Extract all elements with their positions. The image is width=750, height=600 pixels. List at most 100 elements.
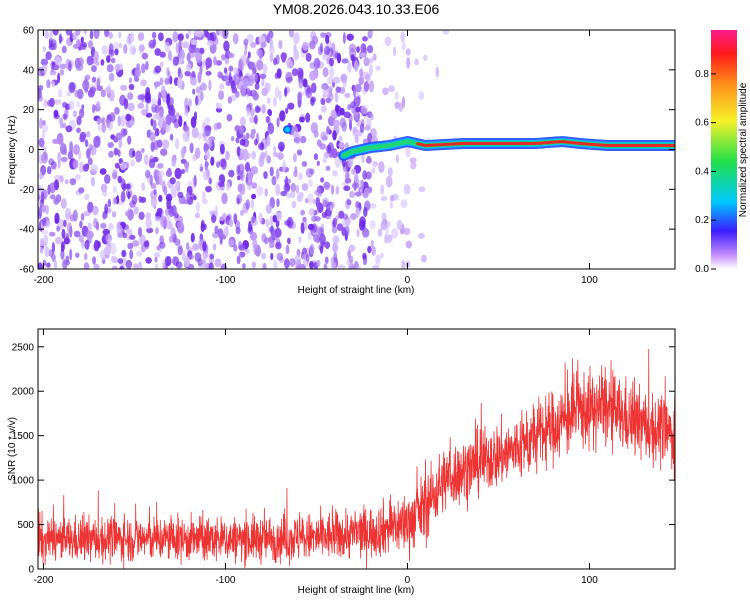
noise-blob [389, 201, 393, 209]
noise-blob [275, 168, 280, 180]
noise-blob [325, 34, 330, 44]
noise-blob [276, 198, 280, 207]
noise-blob [184, 70, 191, 77]
noise-blob [149, 131, 156, 142]
noise-blob [354, 191, 362, 197]
noise-blob [218, 90, 225, 100]
noise-blob [267, 31, 274, 40]
noise-blob [60, 156, 68, 163]
noise-blob [288, 30, 294, 38]
noise-blob [187, 180, 192, 187]
noise-blob [403, 184, 411, 195]
noise-blob [369, 57, 374, 64]
noise-blob [51, 254, 56, 263]
noise-blob [362, 71, 370, 80]
noise-blob [304, 220, 308, 231]
noise-blob [389, 195, 395, 202]
noise-blob [286, 216, 294, 229]
noise-blob [354, 60, 359, 72]
noise-blob [74, 89, 78, 98]
noise-blob [356, 228, 360, 238]
noise-blob [68, 82, 76, 93]
noise-blob [316, 187, 322, 198]
noise-blob [309, 243, 315, 255]
noise-blob [265, 203, 272, 214]
colorbar-tick-label: 0.0 [695, 264, 709, 275]
noise-blob [277, 152, 284, 160]
noise-blob [114, 48, 119, 56]
noise-blob [186, 52, 191, 62]
x-tick-label: -100 [215, 575, 235, 586]
noise-blob [50, 60, 55, 70]
noise-blob [68, 149, 74, 156]
noise-blob [236, 197, 240, 205]
noise-blob [172, 56, 179, 66]
noise-blob [225, 150, 230, 161]
noise-blob [215, 102, 219, 108]
noise-blob [202, 190, 206, 200]
noise-blob [113, 147, 119, 156]
noise-blob [203, 143, 210, 151]
noise-blob [60, 248, 65, 260]
noise-blob [289, 258, 296, 267]
noise-blob [356, 265, 361, 269]
noise-blob [188, 254, 194, 260]
noise-blob [44, 30, 49, 39]
noise-blob [113, 41, 119, 50]
noise-blob [275, 242, 282, 250]
noise-blob [366, 155, 371, 162]
noise-blob [158, 32, 162, 38]
noise-blob [401, 259, 406, 269]
noise-blob [348, 244, 355, 252]
noise-blob [101, 122, 107, 133]
noise-blob [50, 194, 56, 200]
noise-blob [154, 65, 162, 73]
noise-blob [293, 32, 300, 45]
noise-blob [403, 227, 411, 236]
noise-blob [340, 73, 348, 83]
noise-blob [301, 183, 309, 191]
noise-blob [254, 138, 258, 146]
noise-blob [148, 158, 156, 169]
noise-blob [120, 191, 126, 203]
noise-blob [53, 260, 58, 269]
noise-blob [356, 46, 360, 53]
noise-blob [242, 263, 246, 269]
spectrogram-y-ticks: -60 -40 -20 0 20 40 60 [20, 26, 675, 276]
noise-blob [116, 195, 120, 205]
noise-blob [84, 239, 90, 250]
noise-blob [270, 239, 275, 248]
noise-blob [86, 55, 94, 66]
noise-blob [49, 70, 57, 76]
noise-blob [192, 88, 196, 95]
noise-blob [239, 125, 244, 135]
y-tick-label: 1500 [12, 431, 35, 442]
noise-blob [250, 41, 257, 49]
noise-blob [288, 59, 294, 69]
noise-blob [114, 63, 120, 73]
noise-blob [368, 80, 375, 93]
noise-blob [101, 45, 108, 55]
noise-blob [119, 115, 126, 127]
noise-blob [190, 77, 197, 86]
noise-blob [190, 232, 195, 243]
noise-blob [141, 44, 145, 51]
noise-blob [107, 142, 114, 148]
noise-blob [60, 198, 67, 209]
noise-blob [79, 161, 84, 174]
noise-blob [201, 198, 208, 205]
noise-blob [216, 122, 222, 130]
noise-blob [325, 97, 332, 104]
noise-blob [45, 51, 52, 61]
noise-blob [226, 114, 233, 122]
y-tick-label: 500 [17, 520, 34, 531]
noise-blob [195, 51, 203, 64]
noise-blob [261, 78, 265, 87]
noise-blob [262, 262, 267, 269]
noise-blob [49, 182, 56, 194]
noise-blob [82, 79, 90, 91]
noise-blob [167, 70, 171, 82]
noise-blob [186, 242, 190, 251]
noise-blob [76, 88, 84, 100]
